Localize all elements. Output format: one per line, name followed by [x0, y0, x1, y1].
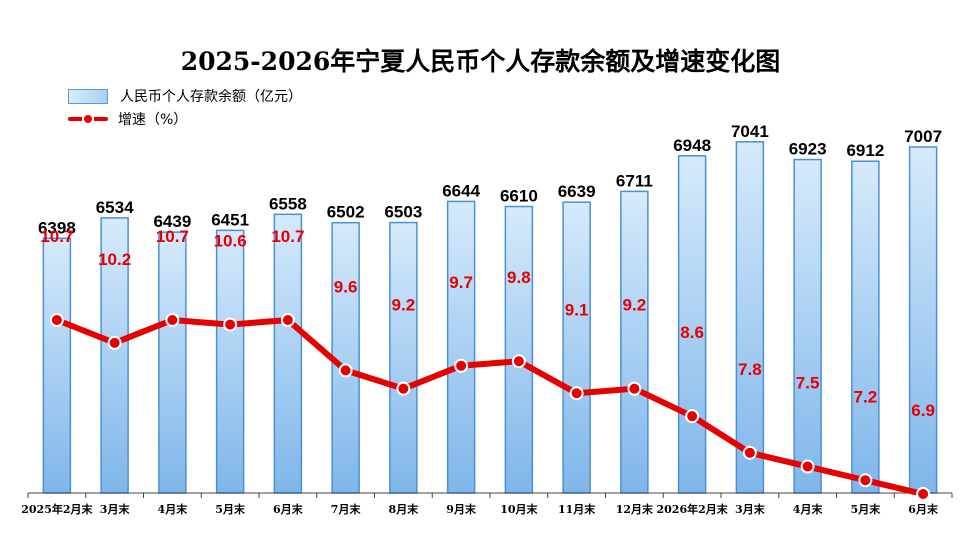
x-tick-label: 3月末 — [100, 502, 131, 516]
growth-point — [511, 354, 526, 369]
legend-item-bars: 人民币个人存款余额（亿元） — [68, 86, 302, 106]
growth-value-label: 10.2 — [98, 250, 131, 269]
bar-value-label: 6398 — [38, 218, 76, 237]
bar — [158, 231, 187, 494]
legend-bar-label: 人民币个人存款余额（亿元） — [120, 89, 302, 105]
growth-point — [685, 409, 700, 424]
legend-item-line: 增速（%） — [68, 109, 187, 129]
x-tick-label: 5月末 — [215, 502, 246, 516]
legend-bar-swatch — [68, 88, 108, 104]
bar — [562, 201, 591, 494]
x-tick-label: 3月末 — [735, 502, 766, 516]
bar-label-group: 6398 6534 6439 6451 6558 6502 6503 6644 6610 6639… — [38, 122, 942, 237]
x-tick-label: 9月末 — [446, 502, 477, 516]
x-tick-label: 4月末 — [793, 502, 824, 516]
x-tick-label: 2025年2月末 — [21, 502, 93, 516]
growth-value-label: 7.8 — [738, 360, 762, 379]
growth-value-label: 9.7 — [449, 273, 473, 292]
x-tick-label: 6月末 — [908, 502, 939, 516]
bar-value-label: 7007 — [904, 127, 942, 146]
bar — [908, 146, 938, 494]
growth-point — [858, 473, 873, 488]
bar — [389, 221, 418, 494]
bar-value-label: 6439 — [153, 212, 191, 231]
growth-value-label: 7.2 — [854, 387, 878, 406]
x-tick-label: 12月末 — [616, 502, 654, 516]
x-tick-label: 8月末 — [389, 502, 420, 516]
growth-line-group — [49, 313, 931, 501]
x-tick-label: 7月末 — [331, 502, 362, 516]
growth-point — [916, 487, 931, 501]
growth-value-label: 9.2 — [392, 296, 416, 315]
bar-value-label: 6610 — [500, 187, 538, 206]
growth-point — [165, 313, 180, 327]
growth-point — [800, 459, 815, 474]
bar — [273, 213, 303, 494]
bar-value-label: 7041 — [731, 122, 769, 141]
growth-point — [569, 386, 584, 401]
bar-value-label: 6923 — [789, 140, 827, 159]
x-tick-label: 2026年2月末 — [656, 502, 728, 516]
growth-value-label: 6.9 — [911, 401, 935, 420]
growth-value-label: 10.7 — [156, 227, 189, 246]
bar-value-label: 6451 — [211, 210, 249, 229]
bar-value-label: 6711 — [616, 171, 653, 190]
bar-value-label: 6948 — [673, 136, 711, 155]
x-tick-label: 11月末 — [558, 502, 596, 516]
growth-value-label: 10.7 — [40, 227, 73, 246]
x-tick-label: 4月末 — [158, 502, 189, 516]
growth-point — [454, 358, 469, 373]
growth-value-label: 7.5 — [796, 374, 820, 393]
growth-value-label: 8.6 — [680, 323, 704, 342]
growth-value-label: 9.1 — [565, 300, 589, 319]
growth-value-label: 9.2 — [623, 296, 647, 315]
legend-line-swatch — [68, 112, 108, 126]
bar — [215, 229, 245, 494]
growth-point — [223, 317, 238, 332]
growth-value-label: 10.7 — [271, 227, 304, 246]
bar-value-label: 6503 — [384, 203, 422, 222]
growth-line — [53, 317, 927, 497]
growth-point — [338, 363, 353, 378]
bar — [331, 221, 360, 494]
growth-value-label: 10.6 — [214, 232, 247, 251]
growth-point — [49, 313, 64, 327]
growth-value-label: 9.8 — [507, 268, 531, 287]
x-tick-label: 10月末 — [500, 502, 538, 516]
chart-title: 2025-2026年宁夏人民币个人存款余额及增速变化图 — [180, 47, 781, 76]
bar-value-label: 6644 — [442, 181, 480, 200]
growth-value-label: 9.6 — [334, 277, 358, 296]
bar — [851, 160, 880, 494]
bar-value-label: 6639 — [558, 182, 596, 201]
growth-point — [107, 335, 122, 350]
growth-point — [742, 445, 757, 460]
legend-line-label: 增速（%） — [118, 112, 188, 128]
bar — [42, 237, 72, 494]
bar — [677, 155, 707, 494]
growth-point — [627, 381, 642, 396]
bar — [446, 200, 476, 494]
x-tick-label: 6月末 — [273, 502, 304, 516]
bar — [735, 141, 765, 494]
bar — [793, 158, 822, 494]
rate-label-group: 10.7 10.2 10.7 10.6 10.7 9.6 9.2 9.7 9.8 9.1 9.2 8.… — [40, 227, 935, 420]
bar-value-label: 6502 — [327, 203, 365, 222]
bar-group — [42, 141, 938, 494]
bar-value-label: 6558 — [269, 194, 307, 213]
bar-value-label: 6912 — [846, 141, 884, 160]
bar-value-label: 6534 — [96, 198, 134, 217]
x-tick-label: 5月末 — [851, 502, 882, 516]
x-axis: 2025年2月末 3月末 4月末 5月末 6月末 7月末 8月末 9月末 10月末 11月末 12月… — [21, 492, 953, 516]
growth-point — [396, 381, 411, 396]
growth-point — [280, 313, 295, 327]
bar — [504, 205, 534, 494]
bar — [620, 190, 649, 494]
